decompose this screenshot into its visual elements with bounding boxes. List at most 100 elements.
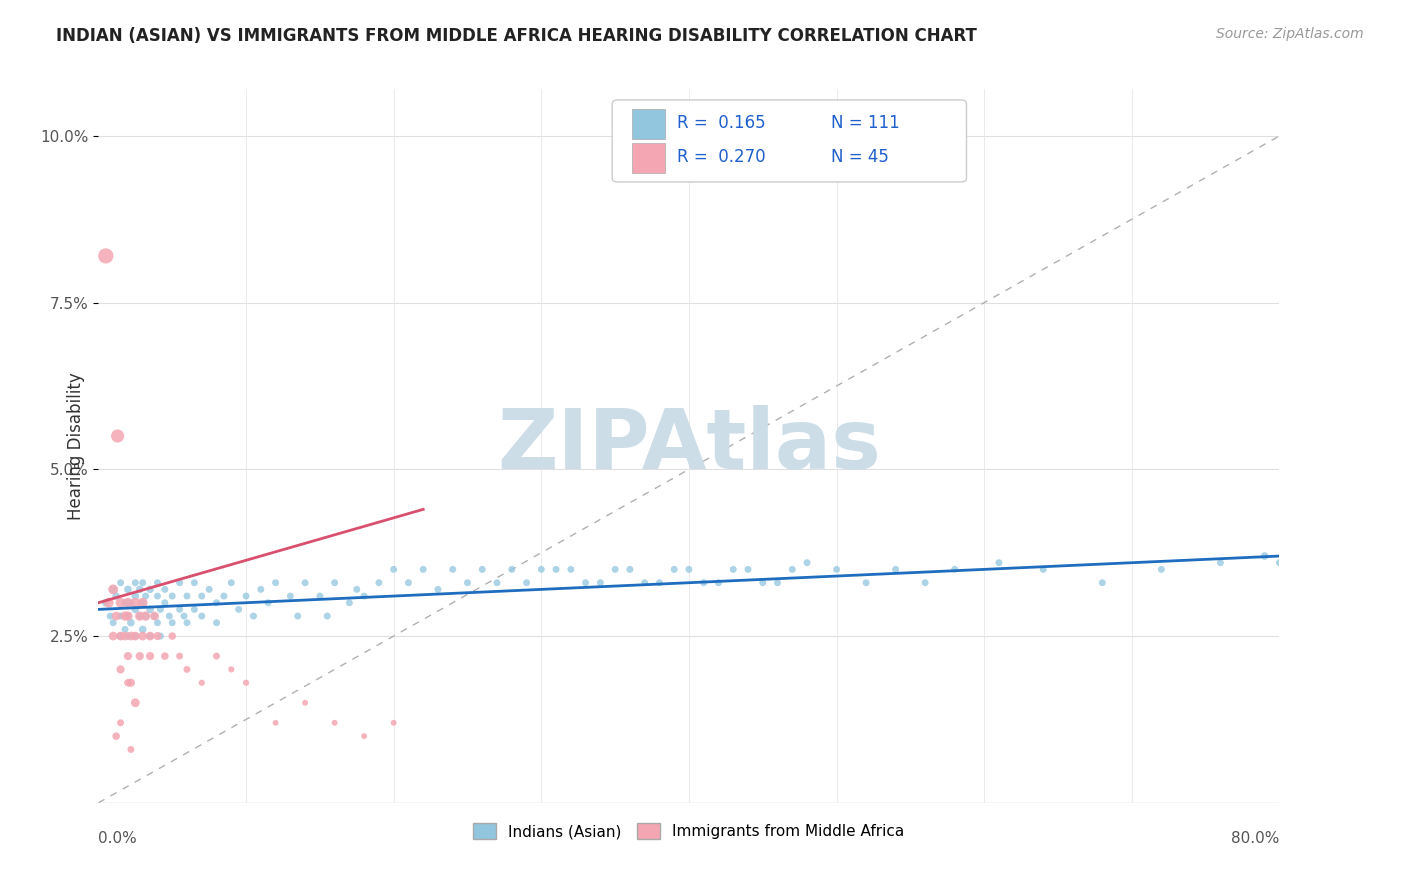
Point [105,729,128,743]
Point [441,562,464,576]
Point [120,596,142,610]
Point [782,562,804,576]
Point [169,575,191,590]
Point [103,582,125,597]
Point [316,609,339,624]
Point [221,662,243,676]
Point [110,662,132,676]
Point [132,575,155,590]
Point [135,609,157,624]
Point [339,596,361,610]
Point [205,649,228,664]
Point [153,582,176,597]
Point [110,609,132,624]
Point [162,629,183,643]
Point [294,575,316,590]
Point [648,575,671,590]
Point [287,609,309,624]
Point [412,562,434,576]
Point [107,429,129,443]
Point [120,629,142,643]
Point [501,562,523,576]
Point [678,562,700,576]
Point [146,615,169,630]
Point [634,575,657,590]
Point [884,562,907,576]
Point [457,575,479,590]
Point [132,596,155,610]
Point [1209,556,1232,570]
Point [103,629,125,643]
Point [309,589,332,603]
Point [530,562,553,576]
Point [128,649,150,664]
Point [693,575,716,590]
Point [471,562,494,576]
Y-axis label: Hearing Disability: Hearing Disability [66,372,84,520]
Point [117,596,139,610]
Text: R =  0.165: R = 0.165 [678,114,766,132]
Point [103,615,125,630]
Point [157,609,180,624]
Point [103,582,125,597]
Point [146,575,169,590]
Point [124,589,146,603]
Point [589,575,612,590]
Text: N = 45: N = 45 [831,148,889,166]
Point [146,589,169,603]
Point [605,562,627,576]
Point [323,715,346,730]
Bar [633,143,665,173]
Point [132,596,155,610]
Point [264,575,287,590]
Point [235,675,257,690]
Point [346,582,368,597]
Point [94,596,117,610]
Point [110,629,132,643]
Point [191,609,214,624]
Point [124,575,146,590]
Point [128,609,150,624]
FancyBboxPatch shape [612,100,966,182]
Point [1091,575,1114,590]
Point [1150,562,1173,576]
Point [117,582,139,597]
Point [914,575,936,590]
Point [943,562,966,576]
Point [98,609,121,624]
Legend: Indians (Asian), Immigrants from Middle Africa: Indians (Asian), Immigrants from Middle … [467,817,911,845]
Point [114,629,136,643]
Point [105,589,128,603]
Point [135,589,157,603]
Point [97,596,120,610]
Point [153,596,176,610]
Bar [633,109,665,139]
Point [257,596,280,610]
Point [110,596,132,610]
Point [191,675,214,690]
Point [664,562,686,576]
Point [183,575,205,590]
Point [110,715,132,730]
Point [1268,556,1291,570]
Point [124,629,146,643]
Point [117,609,139,624]
Point [120,615,142,630]
Text: 80.0%: 80.0% [1232,831,1279,847]
Point [707,575,730,590]
Point [117,675,139,690]
Point [1254,549,1277,563]
Point [149,629,172,643]
Text: N = 111: N = 111 [831,114,900,132]
Point [368,575,391,590]
Point [124,629,146,643]
Point [752,575,775,590]
Point [1032,562,1054,576]
Point [382,715,405,730]
Point [427,582,450,597]
Point [143,609,166,624]
Point [120,675,142,690]
Point [191,589,214,603]
Point [128,609,150,624]
Point [737,562,759,576]
